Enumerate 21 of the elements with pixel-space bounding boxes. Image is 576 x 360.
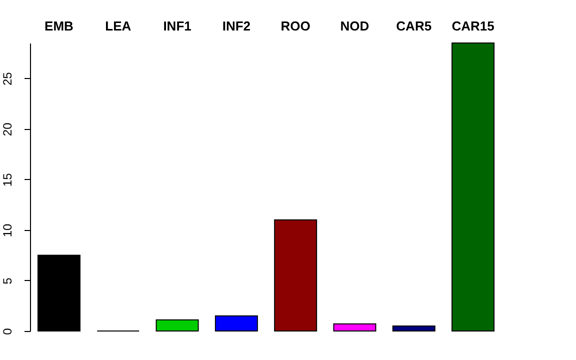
y-tick-label: 25 [0,72,14,86]
x-tick-label: CAR5 [396,18,432,34]
bar [214,315,258,332]
bar [156,319,199,332]
y-tick-label: 0 [0,328,14,335]
x-tick-label: CAR15 [452,18,494,34]
bar [37,254,80,332]
x-tick-label: EMB [44,18,74,34]
x-tick-label: LEA [105,18,132,34]
y-tick-label: 20 [0,122,14,136]
x-tick-label: INF2 [222,18,251,34]
x-tick-label: ROO [280,18,310,34]
x-tick-label: NOD [340,18,370,34]
y-tick-label: 5 [0,277,14,284]
bar [274,219,318,332]
y-tick-label: 15 [0,172,14,187]
bar [392,325,436,332]
bar [452,42,495,332]
y-tick-label: 10 [0,223,14,238]
bar [333,323,376,332]
x-tick-label: INF1 [163,18,192,34]
